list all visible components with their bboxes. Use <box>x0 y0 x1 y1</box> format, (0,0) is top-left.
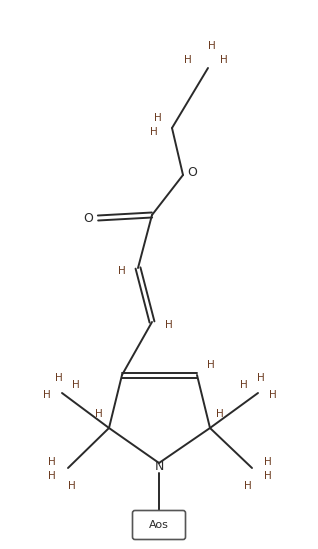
Text: H: H <box>72 380 80 390</box>
Text: H: H <box>207 360 215 370</box>
Text: H: H <box>269 390 277 400</box>
Text: H: H <box>220 55 228 65</box>
Text: N: N <box>154 460 164 473</box>
Text: H: H <box>165 320 173 330</box>
Text: Aos: Aos <box>149 520 169 530</box>
Text: H: H <box>208 41 216 51</box>
Text: H: H <box>48 457 56 467</box>
Text: H: H <box>184 55 192 65</box>
Text: H: H <box>68 481 76 491</box>
Text: H: H <box>264 471 272 481</box>
FancyBboxPatch shape <box>133 511 185 540</box>
Text: H: H <box>244 481 252 491</box>
Text: H: H <box>95 409 103 419</box>
Text: H: H <box>150 127 158 137</box>
Text: O: O <box>187 165 197 178</box>
Text: H: H <box>264 457 272 467</box>
Text: H: H <box>118 266 126 276</box>
Text: H: H <box>154 113 162 123</box>
Text: H: H <box>48 471 56 481</box>
Text: H: H <box>43 390 51 400</box>
Text: O: O <box>83 211 93 225</box>
Text: H: H <box>216 409 224 419</box>
Text: H: H <box>240 380 248 390</box>
Text: H: H <box>55 373 63 383</box>
Text: H: H <box>257 373 265 383</box>
